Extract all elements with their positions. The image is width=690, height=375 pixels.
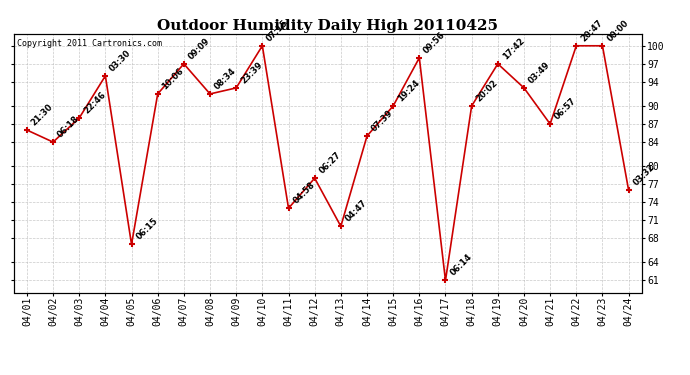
Text: 06:14: 06:14: [448, 252, 473, 278]
Text: 22:46: 22:46: [82, 90, 108, 115]
Text: 09:09: 09:09: [186, 36, 212, 61]
Text: 23:39: 23:39: [239, 60, 264, 85]
Text: 10:06: 10:06: [161, 66, 186, 91]
Text: 06:15: 06:15: [135, 216, 159, 242]
Text: 03:32: 03:32: [631, 162, 656, 188]
Text: 07:39: 07:39: [370, 108, 395, 133]
Text: 04:47: 04:47: [344, 198, 368, 223]
Title: Outdoor Humidity Daily High 20110425: Outdoor Humidity Daily High 20110425: [157, 19, 498, 33]
Text: 04:58: 04:58: [291, 180, 317, 206]
Text: 20:02: 20:02: [475, 78, 500, 103]
Text: 20:47: 20:47: [579, 18, 604, 43]
Text: Copyright 2011 Cartronics.com: Copyright 2011 Cartronics.com: [17, 39, 162, 48]
Text: 03:30: 03:30: [108, 48, 133, 73]
Text: 17:42: 17:42: [500, 36, 526, 61]
Text: 09:56: 09:56: [422, 30, 447, 55]
Text: 06:27: 06:27: [317, 150, 343, 176]
Text: 07:15: 07:15: [265, 18, 290, 43]
Text: 03:49: 03:49: [526, 60, 552, 85]
Text: 19:24: 19:24: [396, 78, 421, 103]
Text: 21:30: 21:30: [30, 102, 55, 127]
Text: 08:34: 08:34: [213, 66, 238, 91]
Text: 06:57: 06:57: [553, 96, 578, 121]
Text: 06:18: 06:18: [56, 114, 81, 139]
Text: 00:00: 00:00: [605, 18, 630, 43]
